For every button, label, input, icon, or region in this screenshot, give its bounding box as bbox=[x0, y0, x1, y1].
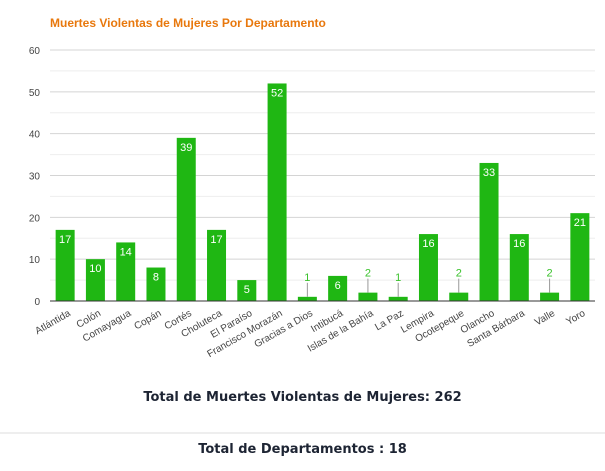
chart-title: Muertes Violentas de Mujeres Por Departa… bbox=[50, 16, 326, 30]
x-tick-label: Yoro bbox=[564, 308, 587, 328]
bar bbox=[358, 292, 378, 301]
bar bbox=[207, 229, 227, 301]
bar bbox=[55, 229, 75, 301]
data-label: 8 bbox=[153, 272, 159, 284]
bar bbox=[540, 292, 560, 301]
bar bbox=[418, 234, 438, 301]
bar bbox=[237, 280, 257, 301]
y-tick-label: 50 bbox=[29, 88, 41, 99]
bar bbox=[267, 83, 287, 301]
bar bbox=[388, 296, 408, 301]
y-tick-label: 20 bbox=[29, 213, 41, 224]
y-tick-label: 10 bbox=[29, 255, 41, 266]
data-label: 1 bbox=[304, 272, 310, 284]
bar bbox=[297, 296, 317, 301]
y-tick-label: 60 bbox=[29, 46, 41, 57]
bar bbox=[479, 162, 499, 301]
y-tick-label: 40 bbox=[29, 130, 41, 141]
bar bbox=[449, 292, 469, 301]
data-label: 39 bbox=[180, 142, 192, 154]
data-label: 14 bbox=[120, 246, 132, 258]
x-tick-label: Atlántida bbox=[33, 308, 73, 337]
divider bbox=[0, 432, 605, 434]
data-label: 16 bbox=[422, 238, 434, 250]
data-label: 17 bbox=[59, 234, 71, 246]
y-tick-label: 0 bbox=[34, 297, 40, 308]
bar bbox=[176, 137, 196, 301]
bar bbox=[116, 242, 136, 301]
total-deaths: Total de Muertes Violentas de Mujeres: 2… bbox=[143, 390, 462, 405]
data-label: 6 bbox=[335, 280, 341, 292]
x-tick-label: Valle bbox=[533, 308, 557, 328]
data-label: 16 bbox=[513, 238, 525, 250]
y-tick-label: 30 bbox=[29, 172, 41, 183]
data-label: 1 bbox=[395, 272, 401, 284]
bar bbox=[146, 267, 166, 301]
data-label: 52 bbox=[271, 87, 283, 99]
total-departments: Total de Departamentos : 18 bbox=[198, 442, 407, 457]
bar-chart: Muertes Violentas de Mujeres Por Departa… bbox=[29, 16, 595, 360]
bar bbox=[328, 275, 348, 301]
bar bbox=[570, 213, 590, 301]
data-label: 10 bbox=[89, 263, 101, 275]
data-label: 17 bbox=[210, 234, 222, 246]
x-tick-label: Copán bbox=[132, 308, 163, 332]
data-label: 33 bbox=[483, 167, 495, 179]
bar bbox=[85, 259, 105, 301]
bar bbox=[509, 234, 529, 301]
data-label: 2 bbox=[547, 268, 553, 280]
data-label: 5 bbox=[244, 284, 250, 296]
data-label: 2 bbox=[456, 268, 462, 280]
data-label: 21 bbox=[574, 217, 586, 229]
data-label: 2 bbox=[365, 268, 371, 280]
